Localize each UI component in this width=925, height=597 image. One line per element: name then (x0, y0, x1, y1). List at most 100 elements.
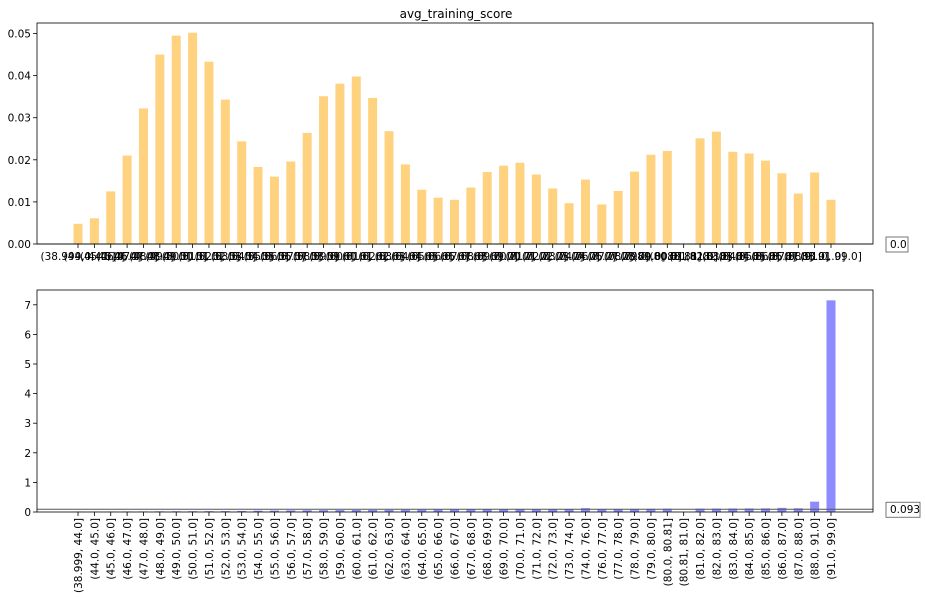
x-tick-label: (63.0, 64.0] (375, 251, 437, 263)
bar-18 (368, 509, 378, 512)
bar-17 (351, 76, 361, 245)
y-tick-label: 6 (24, 329, 31, 341)
x-tick-label: (79.0, 80.0] (620, 251, 682, 263)
x-tick-label: (65.0, 66.0] (433, 518, 445, 580)
x-tick-label: (67.0, 68.0] (440, 251, 502, 263)
reference-value-box (885, 501, 921, 518)
plot-frame (36, 22, 874, 245)
bar-24 (466, 509, 476, 512)
x-tick-label: (58.0, 59.0] (319, 518, 331, 580)
bottom-chart-panel: 0 1 2 3 4 5 6 7 (38.999, 44.0] (44.0, 45.0] (45.0,… (24, 289, 921, 593)
bar-26 (499, 509, 509, 512)
x-tick-label: (53.0, 54.0] (237, 518, 249, 580)
top-chart-panel: 0.000.010.020.030.040.05(38.999, 44.0](4… (8, 22, 909, 263)
x-tick-label: (62.0, 63.0] (384, 518, 396, 580)
bar-23 (450, 509, 459, 512)
x-tick-label: (59.0, 60.0] (309, 251, 371, 263)
x-tick-label: (78.0, 79.0] (630, 518, 642, 580)
bar-39 (711, 508, 721, 512)
x-tick-label: (38.999, 44.0] (41, 251, 116, 263)
bar-16 (335, 83, 345, 245)
x-tick-label: (69.0, 70.0] (499, 518, 511, 580)
x-tick-label: (80.81, 81.0] (650, 251, 718, 263)
bar-8 (204, 511, 214, 512)
x-tick-label: (71.0, 72.0] (531, 518, 543, 580)
bar-14 (302, 510, 312, 512)
x-tick-label: (91.0, 99.0] (826, 518, 838, 580)
bar-30 (564, 509, 574, 512)
y-tick-label: 1 (24, 477, 31, 489)
bar-4 (138, 108, 148, 244)
y-tick-label: 0.01 (8, 197, 31, 209)
bar-44 (793, 508, 803, 512)
bar-7 (188, 32, 198, 245)
bar-42 (761, 508, 771, 512)
bar-10 (237, 141, 247, 244)
bar-13 (286, 510, 296, 512)
x-tick-label: (55.0, 56.0] (269, 518, 281, 580)
x-tick-label: (46.0, 47.0] (96, 251, 158, 263)
bar-12 (269, 510, 279, 512)
x-tick-label: (84.0, 85.0] (744, 518, 756, 580)
bar-33 (613, 190, 623, 244)
bar-44 (793, 193, 803, 244)
bar-24 (466, 187, 476, 244)
x-tick-label: (57.0, 58.0] (302, 518, 314, 580)
bar-31 (580, 508, 590, 512)
x-tick-label: (83.0, 84.0] (728, 518, 740, 580)
bar-46 (826, 199, 836, 244)
x-tick-label: (76.0, 77.0] (597, 518, 609, 580)
bar-38 (695, 138, 705, 244)
x-tick-label: (72.0, 73.0] (548, 518, 560, 580)
x-tick-label: (91.0, 99.0] (800, 251, 862, 263)
x-tick-label: (74.0, 76.0] (555, 251, 617, 263)
x-tick-label: (65.0, 66.0] (407, 251, 469, 263)
x-tick-label: (56.0, 57.0] (260, 251, 322, 263)
x-tick-label: (54.0, 55.0] (227, 251, 289, 263)
x-tick-label: (72.0, 73.0] (522, 251, 584, 263)
x-tick-label: (52.0, 53.0] (195, 251, 257, 263)
x-tick-label: (76.0, 77.0] (571, 251, 633, 263)
bar-8 (204, 61, 214, 245)
x-tick-label: (81.0, 82.0] (695, 518, 707, 580)
x-tick-label: (74.0, 76.0] (580, 518, 592, 580)
bar-3 (122, 155, 132, 244)
bar-22 (433, 197, 443, 244)
bar-34 (630, 508, 640, 512)
y-tick-label: 0 (24, 507, 31, 519)
bar-21 (417, 189, 427, 244)
x-tick-label: (88.0, 91.0] (810, 518, 822, 580)
bar-15 (319, 510, 329, 512)
bar-41 (744, 153, 754, 244)
bar-28 (531, 509, 541, 512)
x-tick-label: (45.0, 46.0] (80, 251, 142, 263)
bar-11 (253, 166, 263, 244)
x-tick-label: (58.0, 59.0] (293, 251, 355, 263)
bar-40 (728, 508, 738, 512)
bar-36 (662, 150, 672, 244)
y-tick-label: 0.00 (8, 239, 31, 251)
x-tick-label: (38.999, 44.0] (73, 518, 85, 593)
x-tick-label: (83.0, 84.0] (702, 251, 764, 263)
bar-18 (368, 97, 378, 245)
x-tick-label: (55.0, 56.0] (244, 251, 306, 263)
x-tick-label: (73.0, 74.0] (564, 518, 576, 580)
x-tick-label: (70.0, 71.0] (515, 518, 527, 580)
x-tick-label: (45.0, 46.0] (106, 518, 118, 580)
bar-17 (351, 509, 361, 512)
bar-36 (662, 508, 672, 512)
x-tick-label: (80.0, 80.81] (662, 518, 674, 586)
x-tick-label: (47.0, 48.0] (138, 518, 150, 580)
x-tick-label: (78.0, 79.0] (604, 251, 666, 263)
bar-14 (302, 132, 312, 244)
x-tick-label: (85.0, 86.0] (761, 518, 773, 580)
bar-16 (335, 510, 345, 512)
bar-12 (269, 176, 279, 244)
x-tick-label: (77.0, 78.0] (613, 518, 625, 580)
x-tick-label: (64.0, 65.0] (417, 518, 429, 580)
x-tick-label: (82.0, 83.0] (686, 251, 748, 263)
bar-23 (450, 199, 459, 244)
y-tick-label: 0.05 (8, 29, 31, 41)
bar-41 (744, 508, 754, 512)
bar-9 (220, 99, 230, 244)
